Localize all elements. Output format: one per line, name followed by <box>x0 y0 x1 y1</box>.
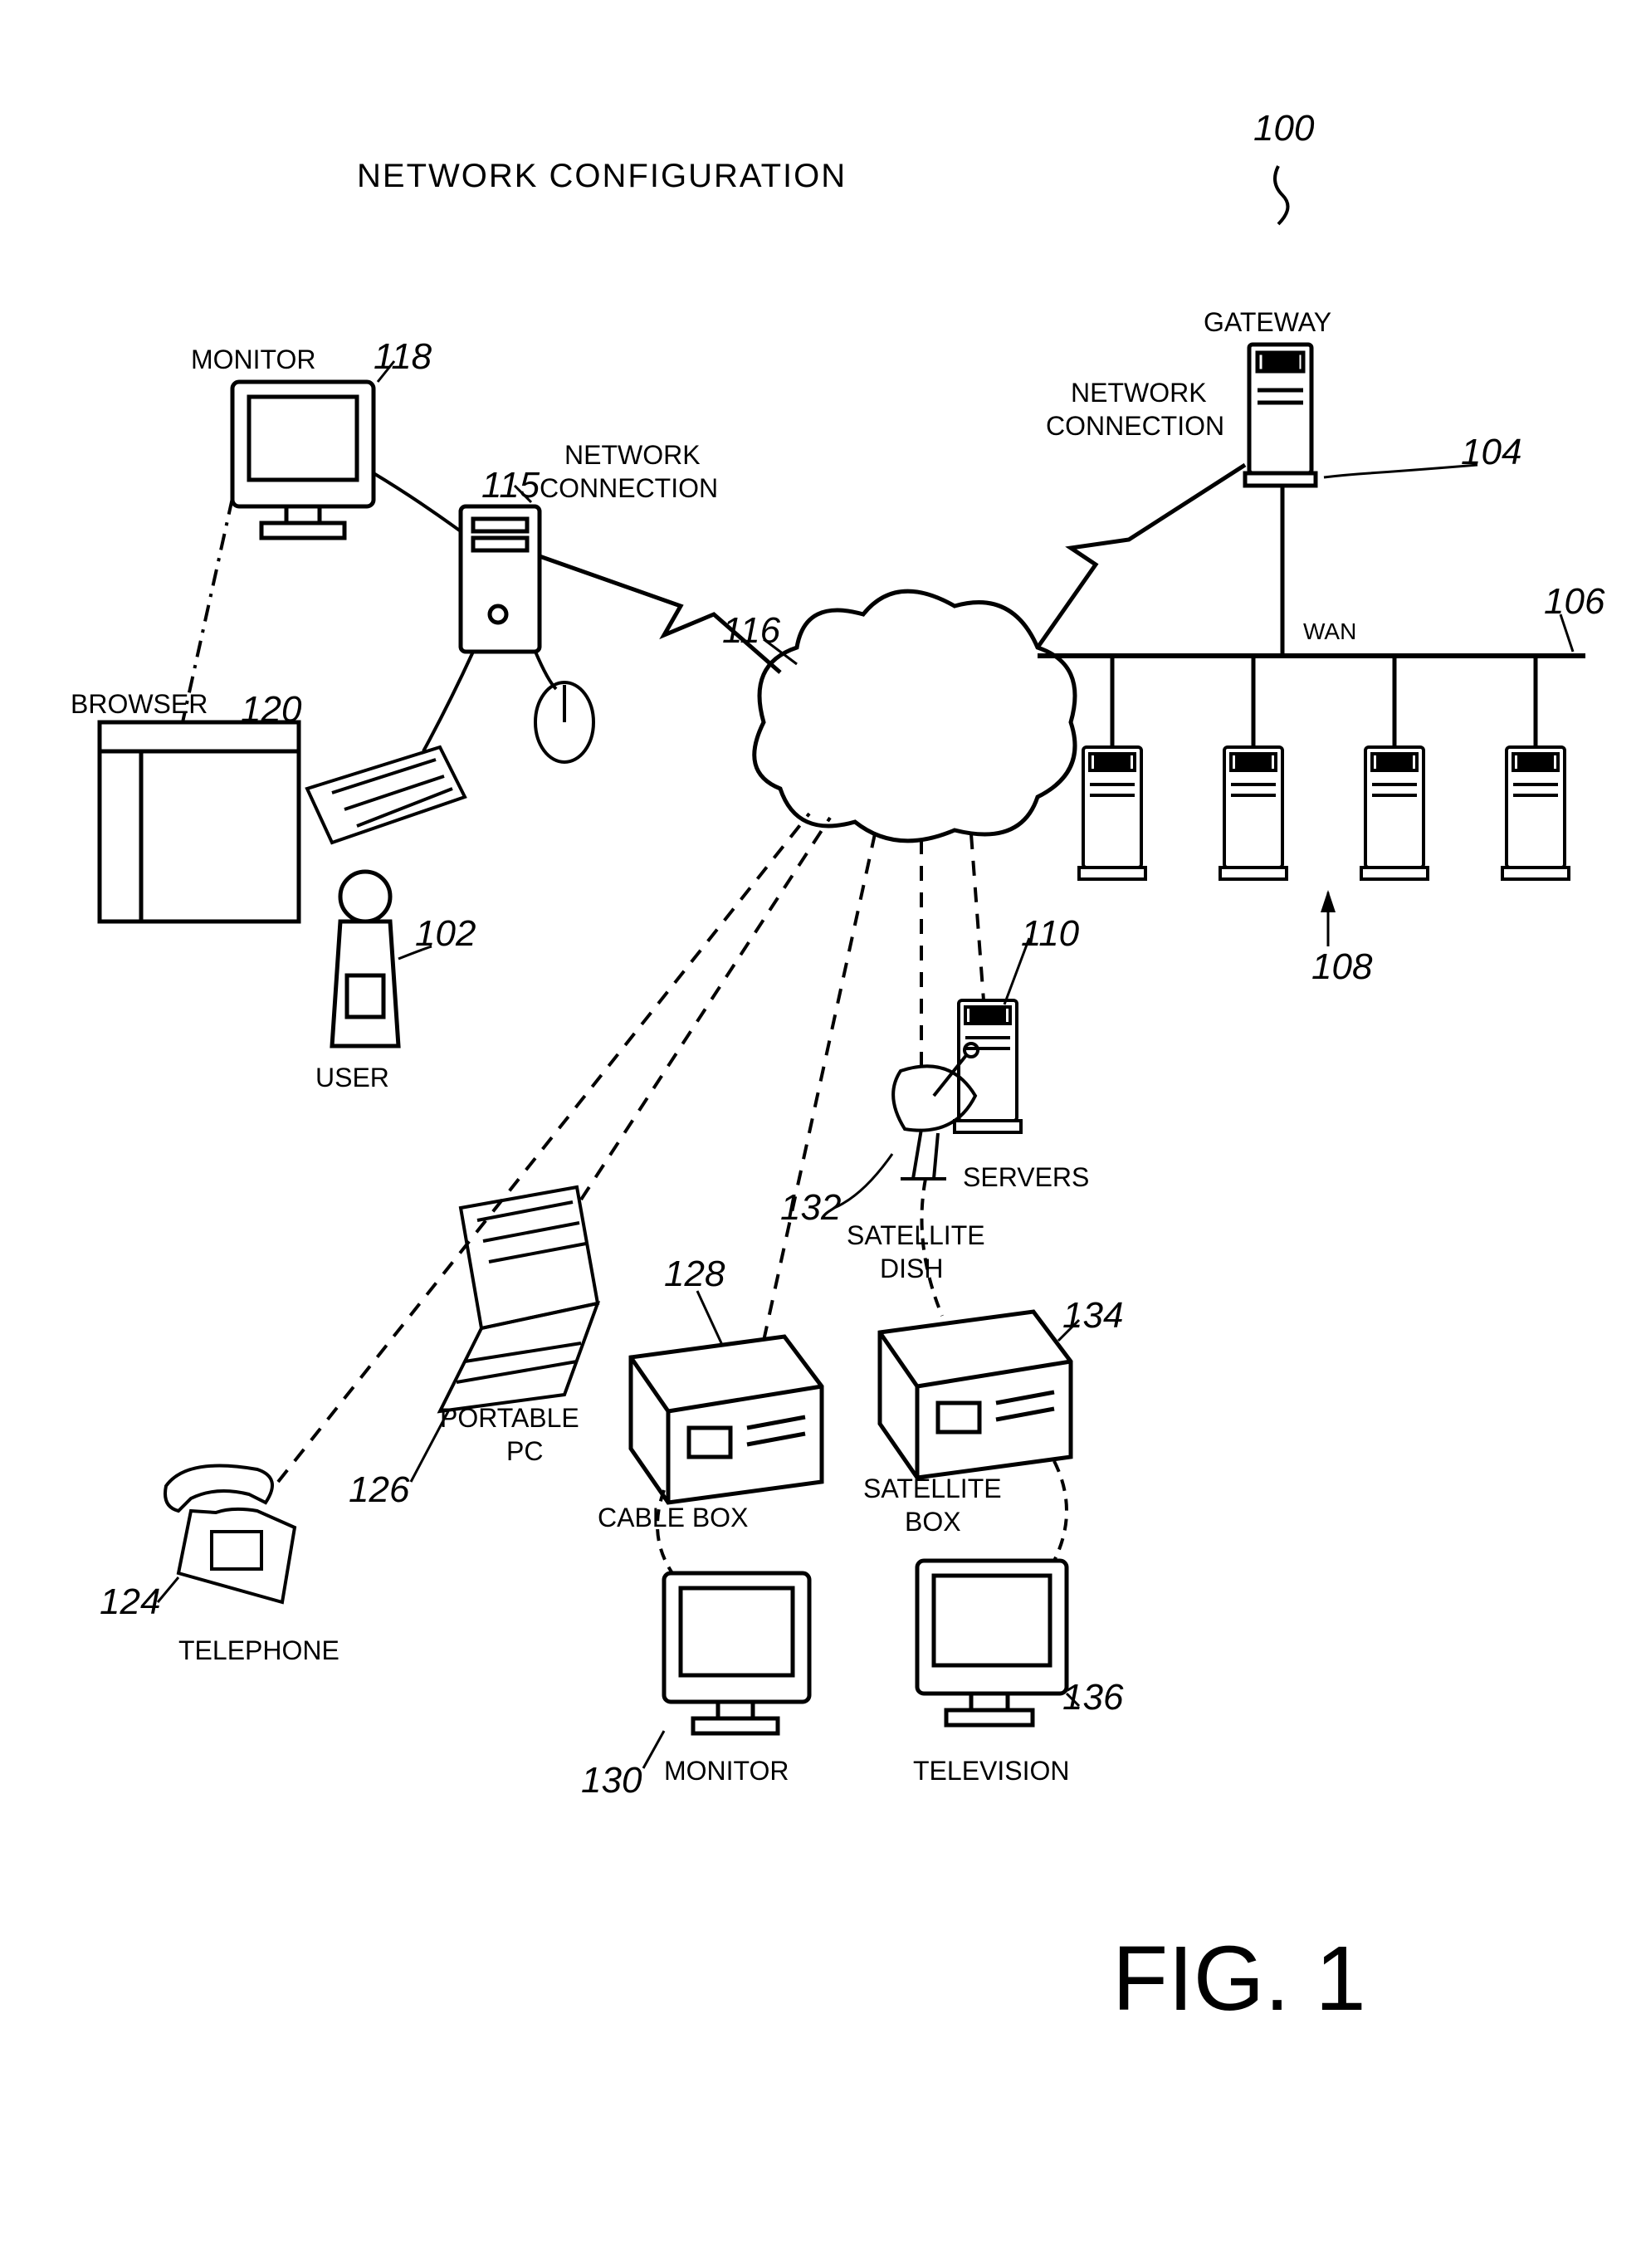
sat-dish-l1: SATELLITE <box>847 1220 985 1251</box>
ref-108: 108 <box>1311 946 1372 988</box>
wan-server-4 <box>1502 747 1569 879</box>
browser-label: BROWSER <box>71 689 208 720</box>
ref-100: 100 <box>1253 108 1314 149</box>
figure-label: FIG. 1 <box>1112 1926 1366 2031</box>
laptop-icon <box>440 1187 598 1411</box>
cable-box-label: CABLE BOX <box>598 1503 748 1533</box>
satellite-box-icon <box>880 1312 1071 1478</box>
ref-102: 102 <box>415 913 476 955</box>
net-conn1-l1: NETWORK <box>564 440 701 471</box>
telephone-icon <box>165 1466 295 1603</box>
ref-134: 134 <box>1062 1295 1123 1337</box>
gateway-label: GATEWAY <box>1204 307 1331 338</box>
servers-label: SERVERS <box>963 1162 1089 1193</box>
monitor2-icon <box>664 1573 809 1733</box>
cloud-icon <box>755 591 1075 841</box>
monitor2-label: MONITOR <box>664 1756 789 1787</box>
keyboard-icon <box>307 747 465 843</box>
user-label: USER <box>315 1063 389 1093</box>
television-icon <box>917 1561 1067 1725</box>
ref-106: 106 <box>1544 581 1604 623</box>
monitor1-label: MONITOR <box>191 345 316 375</box>
ref-118: 118 <box>374 336 432 378</box>
ref-130: 130 <box>581 1760 642 1801</box>
cable-box-icon <box>631 1337 822 1503</box>
wan-server-3 <box>1361 747 1428 879</box>
wan-server-1 <box>1079 747 1145 879</box>
browser-icon <box>100 722 299 921</box>
monitor-icon <box>232 382 374 538</box>
sat-dish-l2: DISH <box>880 1254 943 1284</box>
ref-120: 120 <box>241 689 301 731</box>
ref-110: 110 <box>1021 913 1079 955</box>
server-110-icon <box>955 1000 1021 1132</box>
portable-pc-l2: PC <box>506 1436 543 1467</box>
net-conn2-l1: NETWORK <box>1071 378 1207 408</box>
diagram-overlay <box>0 0 1641 2268</box>
net-conn2-l2: CONNECTION <box>1046 411 1224 442</box>
ref-128: 128 <box>664 1254 725 1295</box>
page-title: NETWORK CONFIGURATION <box>357 158 847 195</box>
telephone-label: TELEPHONE <box>178 1635 339 1666</box>
computer-tower-icon <box>461 506 540 652</box>
gateway-server-icon <box>1245 345 1316 486</box>
television-label: TELEVISION <box>913 1756 1070 1787</box>
ref-126: 126 <box>349 1469 409 1511</box>
portable-pc-l1: PORTABLE <box>440 1403 579 1434</box>
user-icon <box>332 872 398 1046</box>
wan-server-2 <box>1220 747 1287 879</box>
ref-132: 132 <box>780 1187 841 1229</box>
mouse-icon <box>535 682 593 762</box>
ref-116: 116 <box>722 610 780 652</box>
ref-115: 115 <box>481 465 540 506</box>
ref-104: 104 <box>1461 432 1521 473</box>
wan-label: WAN <box>1303 618 1356 645</box>
network-label: NETWORK <box>813 722 950 753</box>
satellite-dish-icon <box>893 1044 978 1179</box>
sat-box-l2: BOX <box>905 1507 961 1537</box>
ref-136: 136 <box>1062 1677 1123 1718</box>
net-conn1-l2: CONNECTION <box>540 473 718 504</box>
sat-box-l1: SATELLITE <box>863 1474 1002 1504</box>
ref-124: 124 <box>100 1581 160 1623</box>
